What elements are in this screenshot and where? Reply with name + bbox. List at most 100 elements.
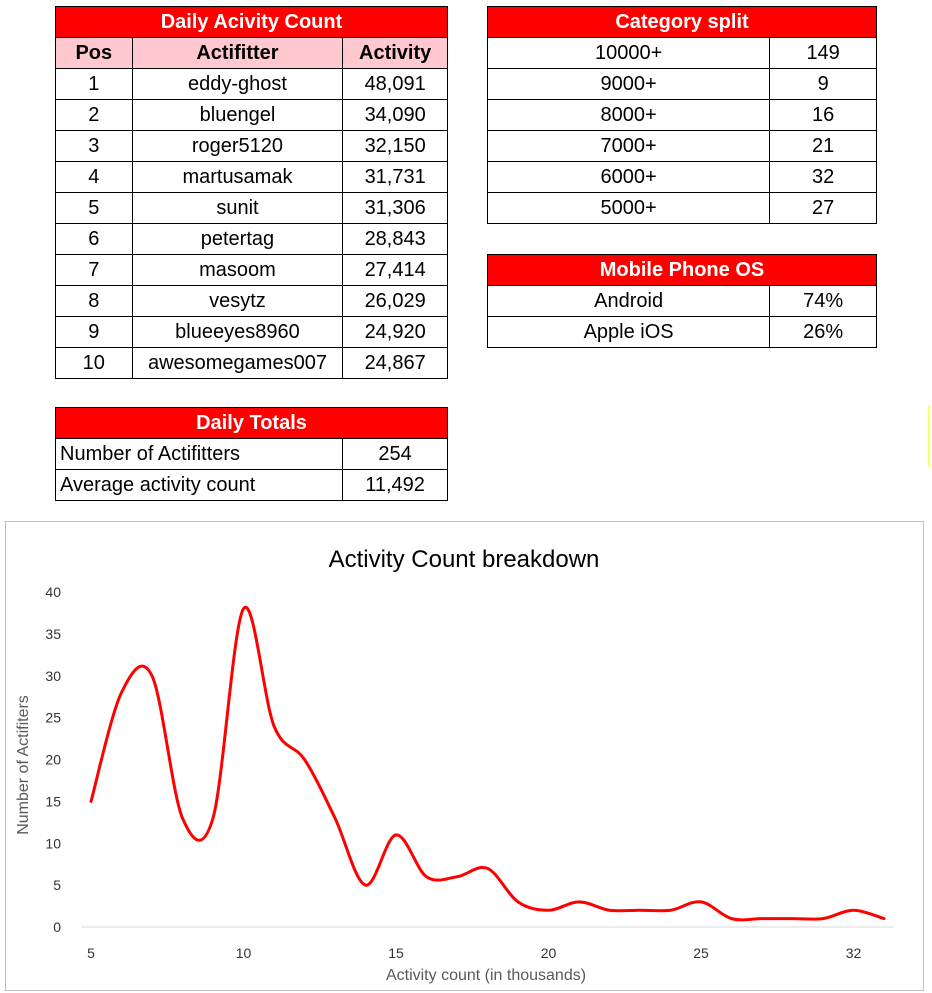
actifitter-cell[interactable]: eddy-ghost xyxy=(131,68,344,100)
x-tick-label: 20 xyxy=(541,945,557,961)
total-label-cell[interactable]: Average activity count xyxy=(54,469,344,501)
y-axis-label: Number of Actifiters xyxy=(15,695,32,835)
daily-activity-table: Daily Acivity Count Pos Actifitter Activit… xyxy=(55,6,448,379)
os-share-cell[interactable]: 74% xyxy=(769,285,877,317)
actifitter-cell[interactable]: awesomegames007 xyxy=(131,347,344,379)
count-cell[interactable]: 32 xyxy=(769,161,877,193)
daily-activity-title: Daily Acivity Count xyxy=(55,6,448,38)
count-cell[interactable]: 16 xyxy=(769,99,877,131)
actifitter-cell[interactable]: roger5120 xyxy=(131,130,344,162)
os-share-cell[interactable]: 26% xyxy=(769,316,877,348)
pos-cell[interactable]: 10 xyxy=(55,347,133,379)
activity-cell[interactable]: 31,731 xyxy=(342,161,448,193)
category-split-title: Category split xyxy=(487,6,877,38)
table-row: Average activity count 11,492 xyxy=(54,469,448,501)
pos-cell[interactable]: 8 xyxy=(55,285,133,317)
daily-totals-title: Daily Totals xyxy=(55,407,448,439)
daily-totals-table: Daily Totals Number of Actifitters 254 Ave… xyxy=(54,407,448,501)
x-tick-label: 25 xyxy=(693,945,709,961)
activity-cell[interactable]: 28,843 xyxy=(342,223,448,255)
y-tick-label: 20 xyxy=(45,752,61,768)
table-row: 10 awesomegames007 24,867 xyxy=(55,347,448,379)
activity-cell[interactable]: 48,091 xyxy=(342,68,448,100)
actifitter-cell[interactable]: petertag xyxy=(131,223,344,255)
category-cell[interactable]: 7000+ xyxy=(486,130,771,162)
table-row: 5 sunit 31,306 xyxy=(55,192,448,224)
category-cell[interactable]: 9000+ xyxy=(486,68,771,100)
count-cell[interactable]: 21 xyxy=(769,130,877,162)
daily-col-header: Activity xyxy=(342,37,448,69)
activity-cell[interactable]: 26,029 xyxy=(342,285,448,317)
activity-cell[interactable]: 32,150 xyxy=(342,130,448,162)
x-tick-label: 15 xyxy=(388,945,404,961)
y-tick-label: 0 xyxy=(53,919,61,935)
category-cell[interactable]: 8000+ xyxy=(486,99,771,131)
category-cell[interactable]: 10000+ xyxy=(486,37,771,69)
os-name-cell[interactable]: Android xyxy=(486,285,771,317)
table-row: 9000+ 9 xyxy=(486,68,877,100)
mobile-os-table: Mobile Phone OS Android 74% Apple iOS 26% xyxy=(486,254,877,348)
activity-chart: Activity Count breakdown 0 5 10 15 20 25 30 35 4… xyxy=(15,546,894,984)
x-tick-label: 32 xyxy=(846,945,862,961)
pos-cell[interactable]: 2 xyxy=(55,99,133,131)
category-cell[interactable]: 6000+ xyxy=(486,161,771,193)
table-row: 4 martusamak 31,731 xyxy=(55,161,448,193)
count-cell[interactable]: 27 xyxy=(769,192,877,224)
x-axis-ticks: 5 10 15 20 25 32 xyxy=(87,945,861,961)
pos-cell[interactable]: 5 xyxy=(55,192,133,224)
pos-cell[interactable]: 7 xyxy=(55,254,133,286)
table-row: 10000+ 149 xyxy=(486,37,877,69)
total-value-cell[interactable]: 254 xyxy=(342,438,448,470)
y-tick-label: 15 xyxy=(45,793,61,809)
chart-area[interactable]: Activity Count breakdown 0 5 10 15 20 25 30 35 4… xyxy=(5,521,924,991)
actifitter-cell[interactable]: masoom xyxy=(131,254,344,286)
total-value-cell[interactable]: 11,492 xyxy=(342,469,448,501)
count-cell[interactable]: 149 xyxy=(769,37,877,69)
pos-cell[interactable]: 4 xyxy=(55,161,133,193)
table-row: 1 eddy-ghost 48,091 xyxy=(55,68,448,100)
y-tick-label: 30 xyxy=(45,668,61,684)
actifitter-cell[interactable]: martusamak xyxy=(131,161,344,193)
x-tick-label: 5 xyxy=(87,945,95,961)
table-row: Number of Actifitters 254 xyxy=(54,438,448,470)
table-row: 9 blueeyes8960 24,920 xyxy=(55,316,448,348)
count-cell[interactable]: 9 xyxy=(769,68,877,100)
x-tick-label: 10 xyxy=(236,945,252,961)
category-cell[interactable]: 5000+ xyxy=(486,192,771,224)
activity-cell[interactable]: 24,920 xyxy=(342,316,448,348)
table-row: 2 bluengel 34,090 xyxy=(55,99,448,131)
table-row: 8000+ 16 xyxy=(486,99,877,131)
y-tick-label: 25 xyxy=(45,710,61,726)
table-row: 6 petertag 28,843 xyxy=(55,223,448,255)
table-row: 8 vesytz 26,029 xyxy=(55,285,448,317)
total-label-cell[interactable]: Number of Actifitters xyxy=(54,438,344,470)
chart-title: Activity Count breakdown xyxy=(329,546,600,573)
mobile-os-title: Mobile Phone OS xyxy=(487,254,877,286)
activity-cell[interactable]: 31,306 xyxy=(342,192,448,224)
category-split-table: Category split 10000+ 149 9000+ 9 8000+ 16 700… xyxy=(486,6,877,224)
pos-cell[interactable]: 3 xyxy=(55,130,133,162)
y-tick-label: 35 xyxy=(45,626,61,642)
actifitter-cell[interactable]: vesytz xyxy=(131,285,344,317)
daily-col-header: Pos xyxy=(55,37,133,69)
y-axis-ticks: 0 5 10 15 20 25 30 35 40 xyxy=(45,584,61,935)
table-row: Android 74% xyxy=(486,285,877,317)
actifitter-cell[interactable]: bluengel xyxy=(131,99,344,131)
cell-selection-marker xyxy=(928,405,930,467)
table-row: 7 masoom 27,414 xyxy=(55,254,448,286)
y-tick-label: 40 xyxy=(45,584,61,600)
series-line xyxy=(89,605,886,922)
activity-cell[interactable]: 27,414 xyxy=(342,254,448,286)
os-name-cell[interactable]: Apple iOS xyxy=(486,316,771,348)
activity-cell[interactable]: 24,867 xyxy=(342,347,448,379)
pos-cell[interactable]: 9 xyxy=(55,316,133,348)
table-row: 5000+ 27 xyxy=(486,192,877,224)
activity-cell[interactable]: 34,090 xyxy=(342,99,448,131)
pos-cell[interactable]: 1 xyxy=(55,68,133,100)
pos-cell[interactable]: 6 xyxy=(55,223,133,255)
daily-col-header: Actifitter xyxy=(131,37,344,69)
actifitter-cell[interactable]: blueeyes8960 xyxy=(131,316,344,348)
y-tick-label: 5 xyxy=(53,877,61,893)
actifitter-cell[interactable]: sunit xyxy=(131,192,344,224)
table-row: 7000+ 21 xyxy=(486,130,877,162)
